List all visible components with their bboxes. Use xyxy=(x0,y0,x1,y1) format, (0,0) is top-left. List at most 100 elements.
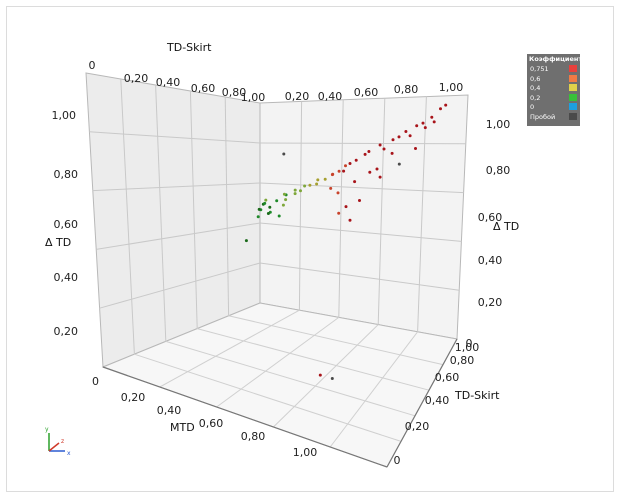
data-point xyxy=(299,189,302,193)
data-point xyxy=(378,143,382,147)
grid-line xyxy=(216,316,340,408)
data-points xyxy=(244,103,448,380)
data-point xyxy=(337,211,341,215)
grid-line xyxy=(155,84,167,342)
grid-line xyxy=(259,142,466,145)
tick-label: 1,00 xyxy=(439,81,464,94)
data-point xyxy=(284,198,288,202)
grid-line xyxy=(377,98,386,325)
tick-label: 0,20 xyxy=(285,90,310,103)
tick-label: 0,40 xyxy=(54,271,79,284)
data-point xyxy=(329,186,333,190)
tick-label: 0 xyxy=(394,454,401,467)
legend-item-label: 0,751 xyxy=(530,65,549,73)
data-point xyxy=(408,134,412,138)
data-point xyxy=(268,205,272,209)
legend-title: Коэффициент R xyxy=(529,55,590,63)
data-point xyxy=(303,184,307,188)
tick-label: 0,60 xyxy=(435,371,460,384)
legend-item: 0,2 xyxy=(530,93,580,102)
grid-line xyxy=(329,331,418,448)
data-point xyxy=(348,218,352,222)
data-point xyxy=(316,178,320,182)
data-point xyxy=(390,151,394,155)
grid-line xyxy=(417,96,427,332)
tick-label: 0,40 xyxy=(425,394,450,407)
data-point xyxy=(293,188,297,192)
grid-line xyxy=(298,101,303,311)
data-point xyxy=(354,158,358,162)
data-point xyxy=(337,169,341,173)
grid-line xyxy=(259,262,460,291)
tick-label: 0,40 xyxy=(157,404,182,417)
tick-label: 0,20 xyxy=(478,296,503,309)
data-point xyxy=(263,201,267,205)
data-point xyxy=(432,120,436,124)
tick-label: 1,00 xyxy=(241,91,266,104)
tick-label: 0 xyxy=(466,337,473,350)
data-point xyxy=(414,147,417,150)
grid-line xyxy=(259,222,462,242)
data-point xyxy=(282,152,286,156)
grid-line xyxy=(273,324,379,428)
data-point xyxy=(318,373,322,377)
tick-label: 0 xyxy=(89,59,96,72)
data-point xyxy=(348,162,352,165)
data-point xyxy=(323,177,327,181)
tick-label: 0,60 xyxy=(54,218,79,231)
axis-label-top-skirt: TD-Skirt xyxy=(166,41,212,54)
tick-label: 0 xyxy=(92,375,99,388)
axis-label-bottom-skirt: TD-Skirt xyxy=(454,389,500,402)
legend-item: 0 xyxy=(530,103,580,111)
gizmo-x-label: x xyxy=(67,450,71,457)
legend-swatch xyxy=(569,103,577,110)
tick-label: 0,20 xyxy=(124,72,149,85)
data-point xyxy=(277,214,281,218)
axis-line-front xyxy=(102,366,388,468)
grid-line xyxy=(89,131,261,144)
data-point xyxy=(330,377,334,380)
tick-label: 0,80 xyxy=(394,83,419,96)
tick-label: 0,20 xyxy=(54,325,79,338)
data-point xyxy=(404,130,408,133)
grid-line xyxy=(224,96,230,316)
grid-line xyxy=(92,182,261,192)
tick-label: 0,60 xyxy=(199,417,224,430)
axis-label-mtd: MTD xyxy=(170,421,195,434)
orientation-gizmo-icon xyxy=(48,433,65,452)
tick-label: 0,80 xyxy=(222,86,247,99)
grid-line xyxy=(338,99,344,318)
data-point xyxy=(342,169,346,173)
data-point xyxy=(266,212,270,215)
legend-swatch xyxy=(569,93,577,101)
grid-line xyxy=(189,90,198,329)
data-point xyxy=(378,175,382,179)
legend-item-label: 0,2 xyxy=(530,93,541,102)
axis-label-left-dtd: Δ TD xyxy=(45,236,71,249)
data-point xyxy=(368,170,372,174)
scatter-3d-chart: 00,20 0,40 0,60 0,801,00 0,20 0,40 0,60 0,80 1,0… xyxy=(45,41,519,468)
axis-label-right-dtd: Δ TD xyxy=(493,220,519,233)
legend-item-label: 0,6 xyxy=(530,74,541,83)
legend-swatch xyxy=(569,84,577,91)
gizmo-y-label: y xyxy=(45,426,49,433)
data-point xyxy=(315,182,319,186)
data-point xyxy=(293,192,297,196)
data-point xyxy=(282,192,286,196)
data-point xyxy=(275,199,279,203)
data-point xyxy=(444,103,448,107)
legend-swatch xyxy=(569,65,577,72)
legend-swatch xyxy=(569,112,577,120)
tick-label: 0,40 xyxy=(156,76,181,89)
tick-label: 0,80 xyxy=(450,354,475,367)
data-point xyxy=(367,150,371,153)
tick-label: 1,00 xyxy=(52,109,77,122)
data-point xyxy=(244,239,248,243)
data-point xyxy=(331,172,335,176)
data-point xyxy=(257,207,261,211)
data-point xyxy=(439,107,442,111)
data-point xyxy=(344,205,348,209)
back-wall xyxy=(259,94,469,340)
data-point xyxy=(281,203,285,207)
tick-label: 0,80 xyxy=(486,164,511,177)
